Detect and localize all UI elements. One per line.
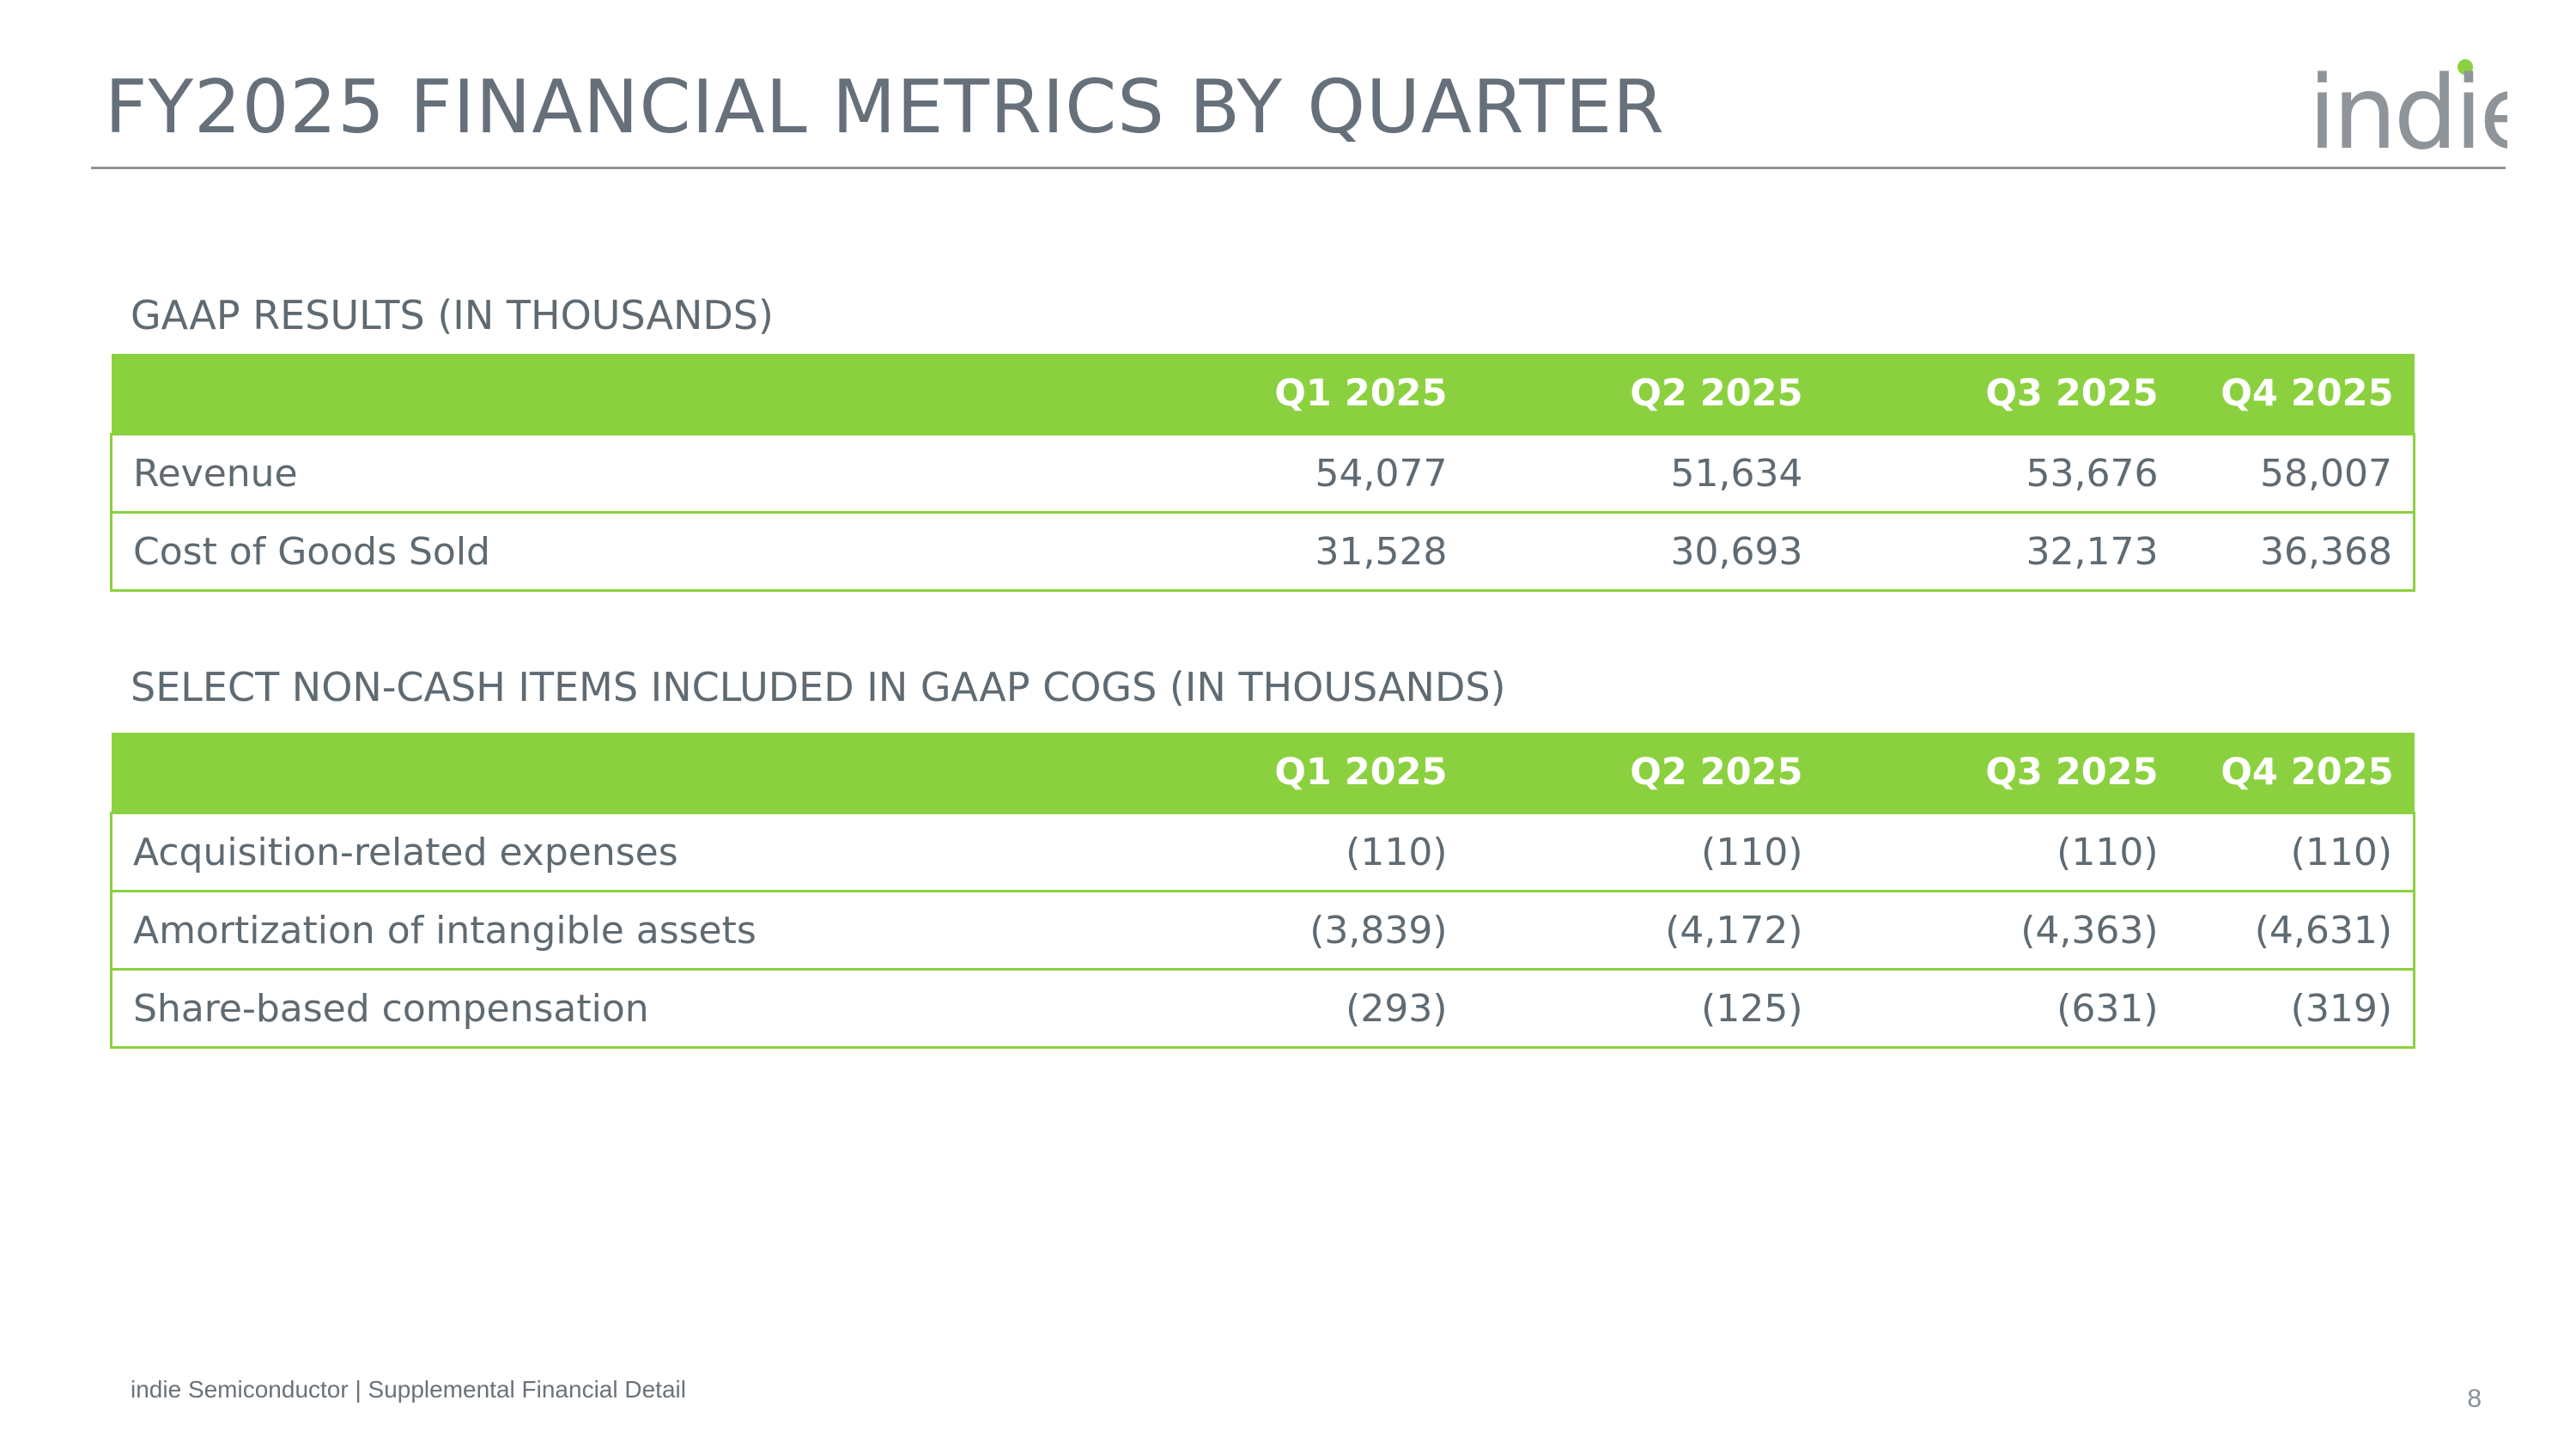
cell-q4: (4,631)	[2178, 890, 2415, 970]
cell-q2: 30,693	[1467, 511, 1824, 592]
cell-q3: (631)	[1823, 968, 2179, 1049]
header-blank	[111, 733, 1113, 813]
noncash-items-heading: SELECT NON-CASH ITEMS INCLUDED IN GAAP C…	[131, 664, 1506, 710]
footer-text: indie Semiconductor | Supplemental Finan…	[131, 1376, 686, 1403]
gaap-results-heading: GAAP RESULTS (IN THOUSANDS)	[131, 292, 774, 338]
svg-text:indie: indie	[2308, 53, 2507, 160]
cell-q2: (110)	[1467, 812, 1824, 892]
row-label: Amortization of intangible assets	[110, 890, 1113, 970]
table-header-row: Q1 2025 Q2 2025 Q3 2025 Q4 2025	[111, 354, 2415, 435]
row-label: Revenue	[110, 433, 1113, 513]
header-q2: Q2 2025	[1467, 354, 1824, 435]
table-row-amortization: Amortization of intangible assets (3,839…	[110, 890, 2415, 970]
cell-q2: (125)	[1467, 968, 1824, 1049]
table-header-row: Q1 2025 Q2 2025 Q3 2025 Q4 2025	[111, 733, 2415, 813]
noncash-items-table: Q1 2025 Q2 2025 Q3 2025 Q4 2025 Acquisit…	[110, 733, 2415, 1049]
header-q3: Q3 2025	[1823, 733, 2179, 813]
cell-q4: 58,007	[2178, 433, 2415, 513]
cell-q3: (110)	[1823, 812, 2179, 892]
cell-q3: 32,173	[1823, 511, 2179, 592]
cell-q1: (3,839)	[1112, 890, 1468, 970]
cell-q1: 31,528	[1112, 511, 1468, 592]
header-q2: Q2 2025	[1467, 733, 1824, 813]
table-row-revenue: Revenue 54,077 51,634 53,676 58,007	[110, 433, 2415, 513]
cell-q2: (4,172)	[1467, 890, 1824, 970]
table-row-share-based: Share-based compensation (293) (125) (63…	[110, 968, 2415, 1049]
cell-q3: 53,676	[1823, 433, 2179, 513]
header-q4: Q4 2025	[2178, 733, 2415, 813]
cell-q3: (4,363)	[1823, 890, 2179, 970]
cell-q1: (293)	[1112, 968, 1468, 1049]
row-label: Share-based compensation	[110, 968, 1113, 1049]
cell-q2: 51,634	[1467, 433, 1824, 513]
cell-q4: (319)	[2178, 968, 2415, 1049]
row-label: Acquisition-related expenses	[110, 812, 1113, 892]
header-q1: Q1 2025	[1112, 733, 1468, 813]
header-q3: Q3 2025	[1823, 354, 2179, 435]
gaap-results-table: Q1 2025 Q2 2025 Q3 2025 Q4 2025 Revenue …	[110, 354, 2415, 592]
row-label: Cost of Goods Sold	[110, 511, 1113, 592]
header-q1: Q1 2025	[1112, 354, 1468, 435]
cell-q1: (110)	[1112, 812, 1468, 892]
page-title: FY2025 FINANCIAL METRICS BY QUARTER	[105, 64, 1665, 150]
page-number: 8	[2467, 1385, 2482, 1413]
table-row-acquisition: Acquisition-related expenses (110) (110)…	[110, 812, 2415, 892]
cell-q4: (110)	[2178, 812, 2415, 892]
indie-logo: indie	[2308, 53, 2507, 160]
table-row-cogs: Cost of Goods Sold 31,528 30,693 32,173 …	[110, 511, 2415, 592]
header-blank	[111, 354, 1113, 435]
cell-q1: 54,077	[1112, 433, 1468, 513]
header-q4: Q4 2025	[2178, 354, 2415, 435]
cell-q4: 36,368	[2178, 511, 2415, 592]
title-divider	[91, 167, 2506, 169]
